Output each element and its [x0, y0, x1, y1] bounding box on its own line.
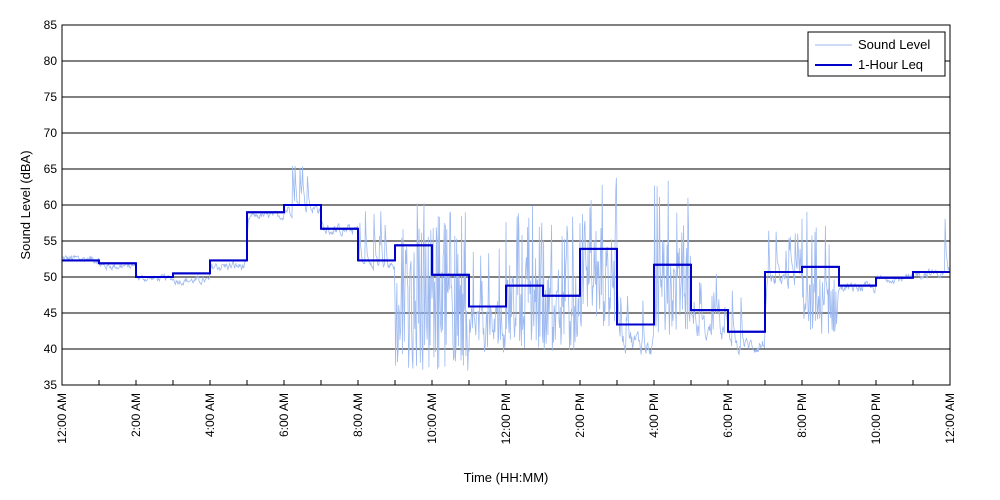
- x-tick-label: 8:00 AM: [351, 393, 365, 437]
- x-tick-label: 2:00 AM: [129, 393, 143, 437]
- plot-frame: [61, 24, 951, 386]
- x-tick-label: 8:00 PM: [795, 393, 809, 438]
- y-tick-label: 75: [44, 90, 58, 104]
- y-axis-ticks: 35 40 45 50 55 60 65 70 75 80 85: [44, 18, 67, 392]
- x-tick-label: 2:00 PM: [573, 393, 587, 438]
- y-tick-label: 40: [44, 342, 58, 356]
- legend-box: [807, 31, 946, 77]
- legend-label-sound-level: Sound Level: [858, 37, 930, 52]
- series-layer: [61, 165, 950, 371]
- x-tick-label: 12:00 AM: [55, 393, 69, 444]
- x-tick-label: 10:00 AM: [425, 393, 439, 444]
- x-tick-label: 4:00 AM: [203, 393, 217, 437]
- x-tick-label: 10:00 PM: [869, 393, 883, 444]
- x-tick-label: 6:00 AM: [277, 393, 291, 437]
- x-axis-title: Time (HH:MM): [464, 470, 549, 485]
- y-tick-label: 85: [44, 18, 58, 32]
- y-tick-label: 50: [44, 270, 58, 284]
- x-axis-ticks: 12:00 AM 2:00 AM 4:00 AM 6:00 AM 8:00 AM 10:0…: [55, 380, 957, 444]
- y-tick-label: 65: [44, 162, 58, 176]
- y-tick-label: 70: [44, 126, 58, 140]
- y-tick-label: 60: [44, 198, 58, 212]
- y-tick-label: 80: [44, 54, 58, 68]
- y-tick-label: 45: [44, 306, 58, 320]
- x-tick-label: 4:00 PM: [647, 393, 661, 438]
- y-tick-label: 35: [44, 378, 58, 392]
- x-tick-label: 6:00 PM: [721, 393, 735, 438]
- legend-label-1-hour-leq: 1-Hour Leq: [858, 57, 923, 72]
- y-tick-label: 55: [44, 234, 58, 248]
- legend: Sound Level 1-Hour Leq: [807, 31, 946, 77]
- x-tick-label: 12:00 PM: [499, 393, 513, 444]
- x-tick-label: 12:00 AM: [943, 393, 957, 444]
- y-axis-title: Sound Level (dBA): [18, 150, 33, 259]
